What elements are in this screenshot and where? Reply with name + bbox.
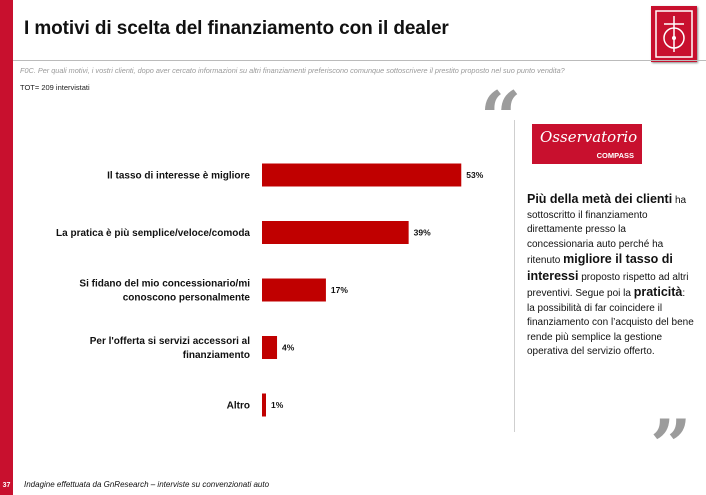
survey-question: F0C. Per quali motivi, i vostri clienti,…: [20, 66, 565, 75]
respondent-total: TOT= 209 intervistati: [20, 83, 90, 92]
page-title: I motivi di scelta del finanziamento con…: [24, 18, 449, 39]
category-label-1: Il tasso di interesse è migliore: [107, 171, 250, 182]
category-label-3-line-1: Si fidano del mio concessionario/mi: [79, 279, 250, 290]
category-label-4-line-2: finanziamento: [183, 350, 250, 361]
insight-bold-3: praticità: [633, 285, 683, 299]
footnote: Indagine effettuata da GnResearch – inte…: [24, 480, 270, 489]
bar-2: [262, 221, 409, 244]
bicycle-emblem-icon: [655, 10, 693, 58]
insight-text: Più della metà dei clienti ha sottoscrit…: [527, 192, 695, 360]
insight-panel: [514, 120, 701, 432]
insight-bold-1: Più della metà dei clienti: [527, 192, 673, 206]
insight-text-1: ha sottoscritto il finanziamento diretta…: [527, 195, 687, 266]
category-label-3-line-2: conoscono personalmente: [123, 293, 251, 304]
insight-text-2: proposto rispetto ad altri preventivi. S…: [527, 271, 689, 300]
bar-4: [262, 336, 278, 359]
brand-logo: [651, 6, 697, 62]
value-label-1: 53%: [466, 170, 483, 180]
bar-5: [262, 393, 266, 417]
category-label-2: La pratica è più semplice/veloce/comoda: [56, 228, 250, 239]
insight-text-3: : la possibilità di far coincidere il fi…: [527, 288, 694, 357]
logo-sub: COMPASS: [596, 151, 634, 160]
value-label-4: 4%: [282, 343, 295, 353]
bar-chart: 53% Il tasso di interesse è migliore 39% La…: [56, 163, 484, 417]
logo-name: Osservatorio: [540, 128, 638, 146]
value-label-3: 17%: [331, 285, 348, 295]
bar-1: [262, 163, 462, 187]
header-divider: [13, 60, 706, 61]
left-accent-bar: [0, 0, 13, 495]
close-quote-icon: ”: [650, 403, 692, 488]
value-label-2: 39%: [414, 228, 431, 238]
bar-3: [262, 278, 326, 302]
category-label-5: Altro: [227, 401, 250, 412]
osservatorio-logo: Osservatorio COMPASS: [532, 124, 642, 164]
insight-bold-2: migliore il tasso di interessi: [527, 252, 673, 283]
category-label-4-line-1: Per l'offerta si servizi accessori al: [90, 336, 250, 347]
page-number: 37: [2, 482, 11, 489]
value-label-5: 1%: [271, 400, 284, 410]
